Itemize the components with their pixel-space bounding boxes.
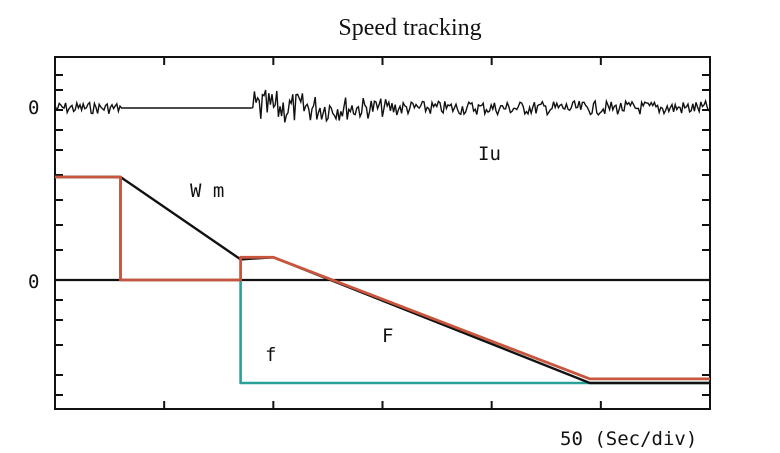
chart-title: Speed tracking (338, 15, 481, 41)
label-f-lower: f (265, 344, 276, 366)
series-line-f (55, 175, 710, 381)
label-f-upper: F (382, 325, 393, 347)
x-axis-note: 50 (Sec/div) (560, 428, 697, 450)
current-iu-trace (55, 89, 710, 123)
current-zero-label: 0 (28, 97, 39, 119)
speed-zero-label: 0 (28, 271, 39, 293)
tick-marks (55, 57, 710, 409)
plot-frame (54, 56, 711, 410)
speed-series (55, 175, 710, 385)
label-wm: W m (190, 180, 224, 202)
label-iu: Iu (478, 143, 501, 165)
